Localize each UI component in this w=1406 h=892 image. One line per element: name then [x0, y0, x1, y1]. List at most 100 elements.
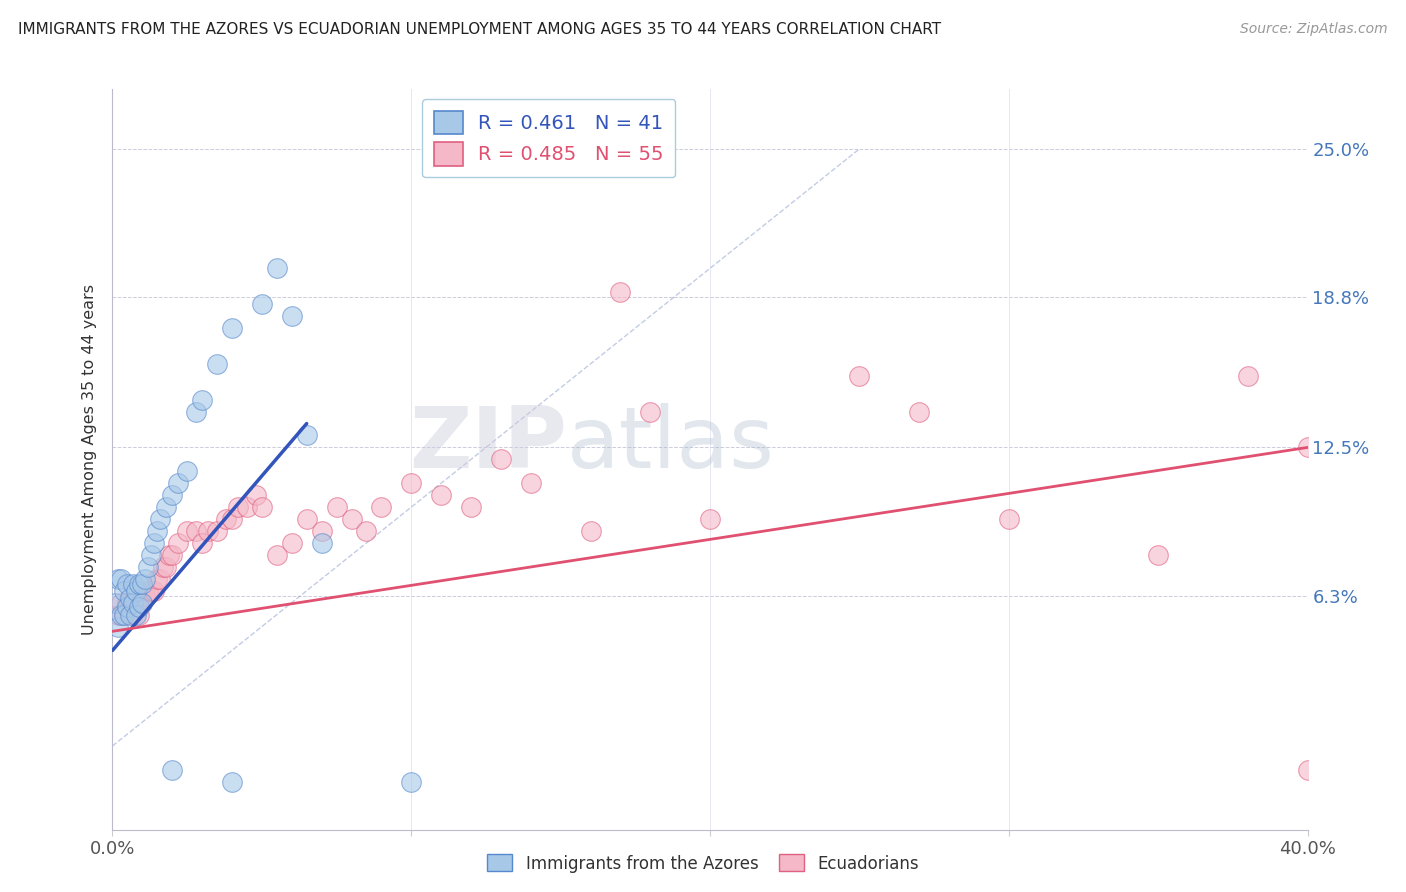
Point — [128, 600, 150, 615]
Point — [1237, 368, 1260, 383]
Point — [1296, 441, 1319, 455]
Point — [122, 576, 145, 591]
Point — [125, 607, 148, 622]
Text: IMMIGRANTS FROM THE AZORES VS ECUADORIAN UNEMPLOYMENT AMONG AGES 35 TO 44 YEARS : IMMIGRANTS FROM THE AZORES VS ECUADORIAN… — [18, 22, 942, 37]
Point — [122, 596, 145, 610]
Point — [125, 583, 148, 598]
Point — [167, 476, 190, 491]
Point — [162, 488, 183, 502]
Point — [908, 404, 931, 418]
Point — [149, 572, 172, 586]
Point — [699, 512, 721, 526]
Point — [143, 583, 166, 598]
Point — [110, 572, 132, 586]
Point — [107, 572, 129, 586]
Point — [107, 619, 129, 633]
Point — [134, 589, 156, 603]
Point — [131, 596, 153, 610]
Point — [401, 476, 423, 491]
Point — [520, 476, 543, 491]
Point — [114, 607, 135, 622]
Point — [430, 488, 453, 502]
Point — [110, 596, 132, 610]
Point — [110, 607, 132, 622]
Point — [138, 559, 160, 574]
Point — [128, 576, 150, 591]
Y-axis label: Unemployment Among Ages 35 to 44 years: Unemployment Among Ages 35 to 44 years — [82, 284, 97, 635]
Point — [120, 607, 142, 622]
Point — [221, 321, 243, 335]
Point — [120, 596, 142, 610]
Point — [120, 591, 142, 605]
Point — [340, 512, 363, 526]
Point — [221, 774, 243, 789]
Point — [141, 583, 163, 598]
Legend: R = 0.461   N = 41, R = 0.485   N = 55: R = 0.461 N = 41, R = 0.485 N = 55 — [422, 99, 675, 178]
Point — [370, 500, 392, 515]
Point — [226, 500, 249, 515]
Point — [141, 548, 163, 562]
Point — [122, 607, 145, 622]
Point — [197, 524, 219, 538]
Point — [998, 512, 1021, 526]
Point — [281, 309, 304, 323]
Point — [162, 763, 183, 777]
Point — [131, 576, 153, 591]
Point — [157, 548, 180, 562]
Point — [295, 512, 318, 526]
Point — [162, 548, 183, 562]
Point — [311, 524, 333, 538]
Point — [117, 576, 139, 591]
Point — [245, 488, 267, 502]
Point — [215, 512, 238, 526]
Point — [186, 524, 208, 538]
Point — [281, 536, 304, 550]
Point — [640, 404, 662, 418]
Point — [107, 607, 129, 622]
Point — [155, 500, 177, 515]
Point — [131, 596, 153, 610]
Point — [125, 596, 148, 610]
Point — [356, 524, 378, 538]
Point — [1296, 763, 1319, 777]
Text: ZIP: ZIP — [409, 403, 567, 486]
Point — [221, 512, 243, 526]
Point — [250, 500, 273, 515]
Point — [579, 524, 602, 538]
Point — [205, 357, 228, 371]
Point — [114, 583, 135, 598]
Point — [152, 559, 174, 574]
Point — [143, 536, 166, 550]
Point — [848, 368, 870, 383]
Point — [250, 297, 273, 311]
Point — [167, 536, 190, 550]
Point — [401, 774, 423, 789]
Legend: Immigrants from the Azores, Ecuadorians: Immigrants from the Azores, Ecuadorians — [481, 847, 925, 880]
Point — [609, 285, 631, 300]
Point — [1147, 548, 1170, 562]
Point — [149, 512, 172, 526]
Point — [325, 500, 347, 515]
Point — [460, 500, 482, 515]
Point — [117, 596, 139, 610]
Point — [266, 548, 288, 562]
Point — [295, 428, 318, 442]
Point — [176, 524, 198, 538]
Point — [266, 261, 288, 276]
Point — [311, 536, 333, 550]
Point — [146, 572, 169, 586]
Point — [134, 572, 156, 586]
Point — [138, 583, 160, 598]
Point — [489, 452, 512, 467]
Point — [114, 607, 135, 622]
Point — [128, 607, 150, 622]
Text: Source: ZipAtlas.com: Source: ZipAtlas.com — [1240, 22, 1388, 37]
Point — [155, 559, 177, 574]
Point — [191, 536, 214, 550]
Text: atlas: atlas — [567, 403, 775, 486]
Point — [104, 596, 127, 610]
Point — [205, 524, 228, 538]
Point — [236, 500, 259, 515]
Point — [191, 392, 214, 407]
Point — [146, 524, 169, 538]
